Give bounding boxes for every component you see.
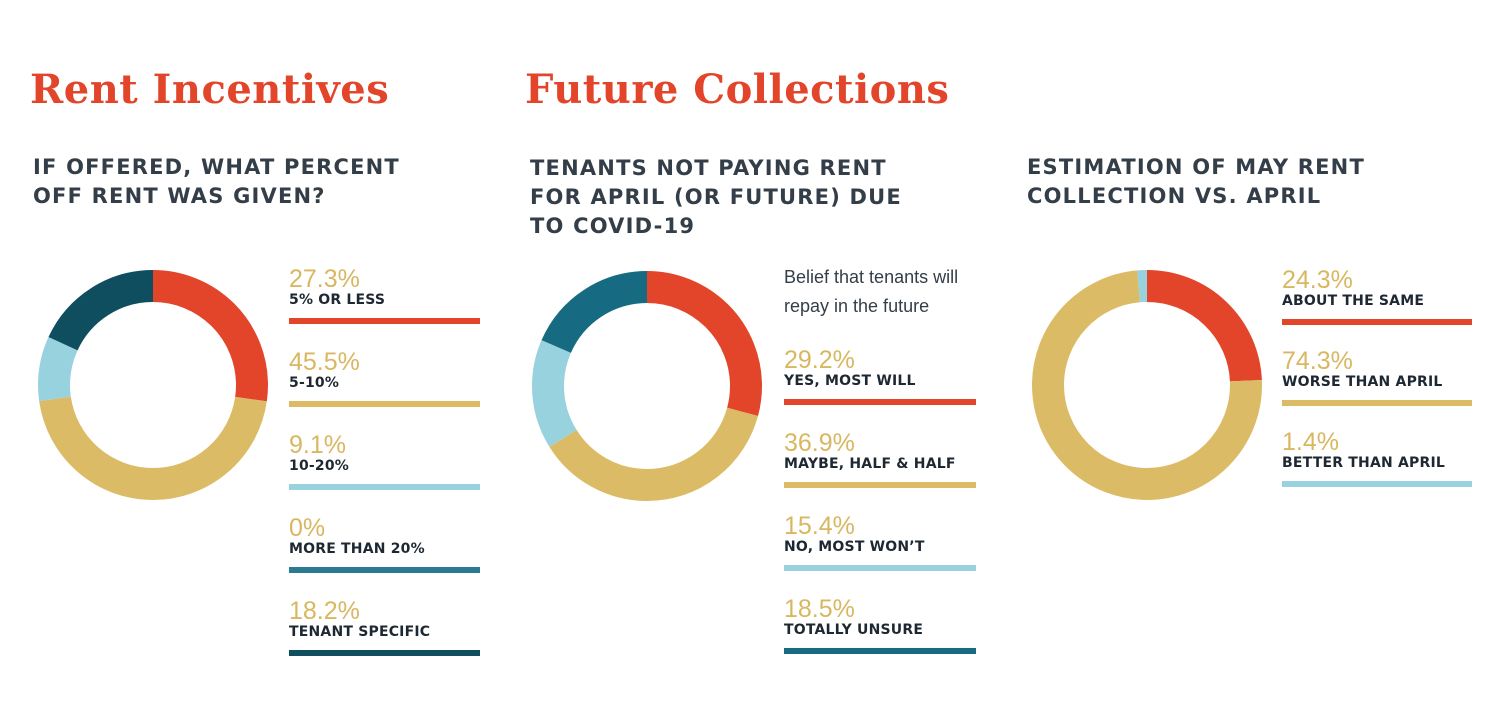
chart-note-repay-belief: Belief that tenants will repay in the fu… <box>784 263 958 321</box>
legend-color-bar <box>784 648 976 654</box>
legend-color-bar <box>289 650 480 656</box>
legend-category-label: BETTER THAN APRIL <box>1282 455 1445 471</box>
legend-color-bar <box>289 484 480 490</box>
chart-heading-tenants-not-paying: TENANTS NOT PAYING RENT FOR APRIL (OR FU… <box>530 154 902 241</box>
legend-item-maybe-half-half: 36.9% MAYBE, HALF & HALF <box>784 428 976 490</box>
chart-heading-line: FOR APRIL (OR FUTURE) DUE <box>530 185 902 209</box>
legend-item-10-20: 9.1% 10-20% <box>289 430 480 492</box>
legend-color-bar <box>784 399 976 405</box>
chart-heading-may-estimation: ESTIMATION OF MAY RENT COLLECTION VS. AP… <box>1027 153 1365 211</box>
legend-percent-value: 29.2% <box>784 346 855 374</box>
legend-color-bar <box>289 567 480 573</box>
legend-category-label: 5-10% <box>289 375 340 391</box>
legend-category-label: NO, MOST WON’T <box>784 539 925 555</box>
legend-category-label: MAYBE, HALF & HALF <box>784 456 956 472</box>
donut-slice-better-than-april <box>1032 270 1262 500</box>
legend-item-tenant-specific: 18.2% TENANT SPECIFIC <box>289 596 480 658</box>
legend-percent-value: 24.3% <box>1282 266 1353 294</box>
legend-color-bar <box>1282 481 1472 487</box>
chart-heading-line: ESTIMATION OF MAY RENT <box>1027 155 1365 179</box>
donut-slice-5-10 <box>38 270 268 500</box>
legend-category-label: ABOUT THE SAME <box>1282 293 1425 309</box>
section-title-rent-incentives: Rent Incentives <box>30 66 390 113</box>
donut-slice-worse-than-april <box>1032 270 1262 500</box>
chart-note-line: repay in the future <box>784 296 930 316</box>
donut-slice-no-most-won-t <box>532 271 762 501</box>
legend-item-5-10: 45.5% 5-10% <box>289 347 480 409</box>
legend-color-bar <box>1282 400 1472 406</box>
legend-color-bar <box>784 482 976 488</box>
chart-note-line: Belief that tenants will <box>784 267 959 287</box>
section-title-future-collections: Future Collections <box>525 66 950 113</box>
chart-heading-line: TENANTS NOT PAYING RENT <box>530 156 887 180</box>
legend-percent-value: 18.2% <box>289 597 360 625</box>
donut-chart-percent-off <box>38 270 268 500</box>
legend-item-yes-most-will: 29.2% YES, MOST WILL <box>784 345 976 407</box>
legend-item-worse-than-april: 74.3% WORSE THAN APRIL <box>1282 346 1472 408</box>
donut-slice-tenant-specific <box>38 270 268 500</box>
legend-category-label: TOTALLY UNSURE <box>784 622 924 638</box>
legend-percent-value: 27.3% <box>289 265 360 293</box>
legend-percent-value: 18.5% <box>784 595 855 623</box>
legend-category-label: YES, MOST WILL <box>784 373 916 389</box>
donut-slice-10-20 <box>38 270 268 500</box>
legend-item-5-or-less: 27.3% 5% OR LESS <box>289 264 480 326</box>
donut-slice-maybe-half-half <box>532 271 762 501</box>
legend-item-totally-unsure: 18.5% TOTALLY UNSURE <box>784 594 976 656</box>
chart-heading-line: COLLECTION VS. APRIL <box>1027 184 1322 208</box>
legend-category-label: MORE THAN 20% <box>289 541 425 557</box>
chart-heading-line: OFF RENT WAS GIVEN? <box>33 184 326 208</box>
legend-percent-value: 74.3% <box>1282 347 1353 375</box>
donut-chart-repay-belief <box>532 271 762 501</box>
legend-percent-value: 0% <box>289 514 326 542</box>
legend-item-about-the-same: 24.3% ABOUT THE SAME <box>1282 265 1472 327</box>
legend-item-more-than-20: 0% MORE THAN 20% <box>289 513 480 575</box>
legend-color-bar <box>289 318 480 324</box>
legend-color-bar <box>784 565 976 571</box>
legend-percent-value: 45.5% <box>289 348 360 376</box>
legend-color-bar <box>1282 319 1472 325</box>
legend-percent-value: 1.4% <box>1282 428 1339 456</box>
legend-item-better-than-april: 1.4% BETTER THAN APRIL <box>1282 427 1472 489</box>
legend-category-label: 10-20% <box>289 458 350 474</box>
legend-category-label: WORSE THAN APRIL <box>1282 374 1443 390</box>
legend-percent-value: 15.4% <box>784 512 855 540</box>
chart-heading-line: TO COVID-19 <box>530 214 696 238</box>
donut-slice-totally-unsure <box>532 271 762 501</box>
legend-percent-value: 9.1% <box>289 431 346 459</box>
chart-heading-percent-off: IF OFFERED, WHAT PERCENT OFF RENT WAS GI… <box>33 153 400 211</box>
legend-category-label: 5% OR LESS <box>289 292 386 308</box>
legend-category-label: TENANT SPECIFIC <box>289 624 431 640</box>
chart-heading-line: IF OFFERED, WHAT PERCENT <box>33 155 400 179</box>
legend-color-bar <box>289 401 480 407</box>
donut-chart-may-collection <box>1032 270 1262 500</box>
legend-percent-value: 36.9% <box>784 429 855 457</box>
legend-item-no-most-won-t: 15.4% NO, MOST WON’T <box>784 511 976 573</box>
